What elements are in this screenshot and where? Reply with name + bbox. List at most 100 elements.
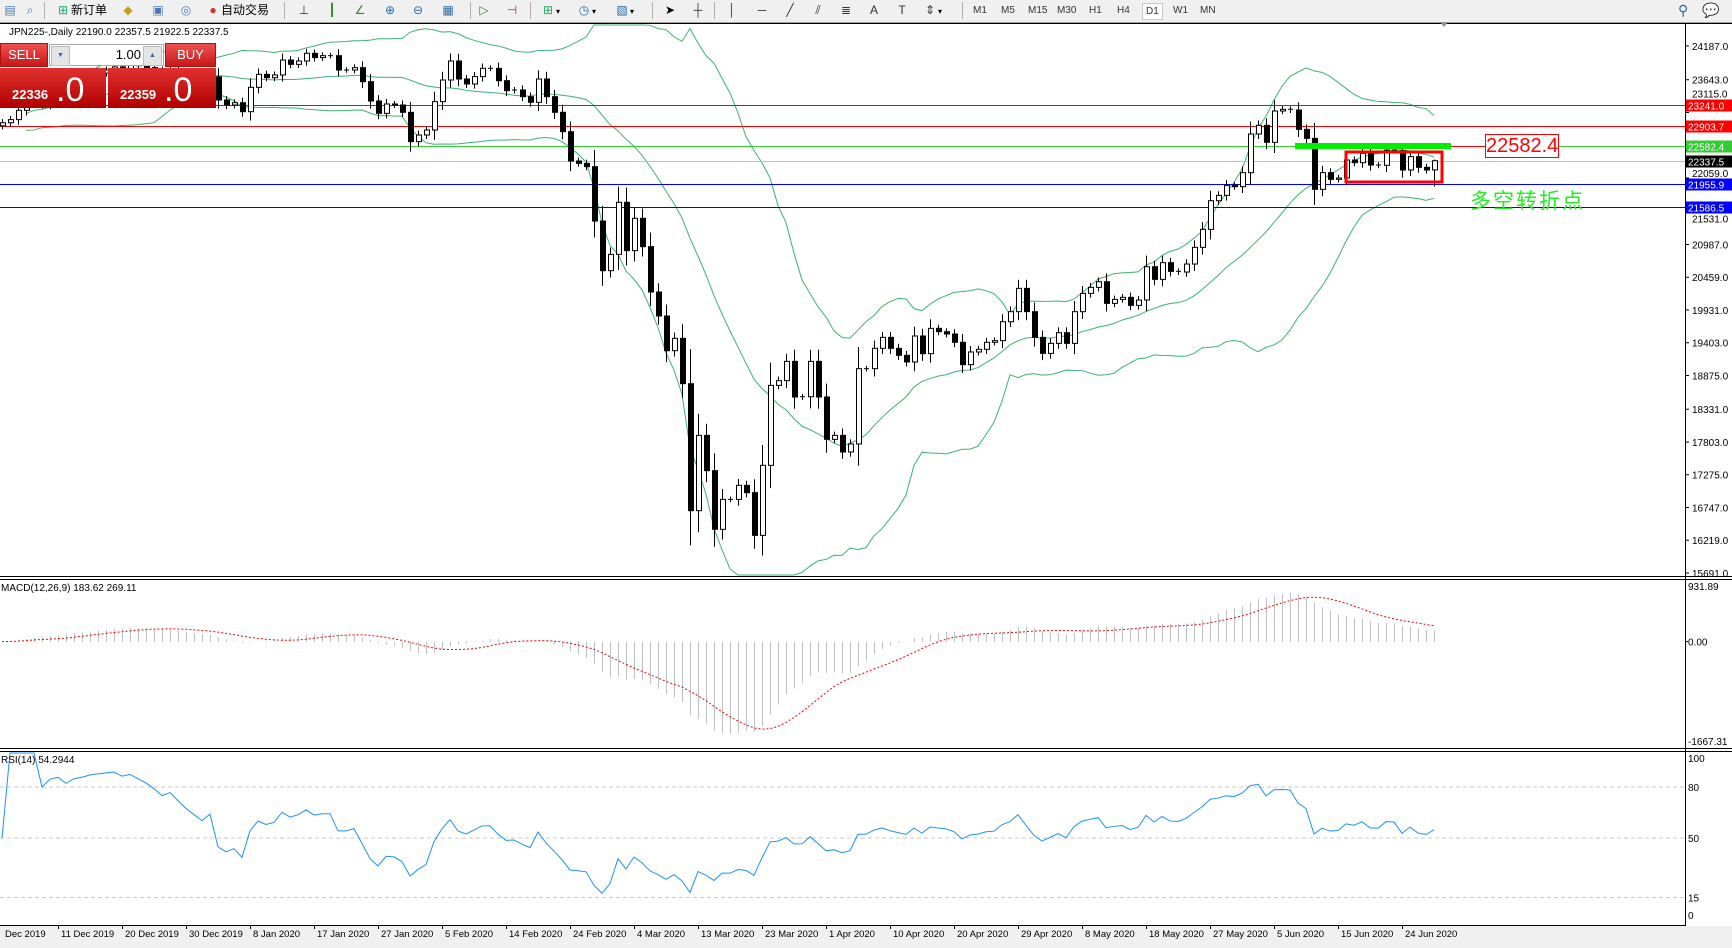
candle [1296, 102, 1302, 137]
timeframe-w1[interactable]: W1 [1173, 5, 1188, 16]
navigator-icon[interactable]: ◎ [180, 3, 192, 17]
price-tick-label: 15691.0 [1692, 569, 1729, 580]
candle [448, 53, 454, 88]
zoom-out-icon[interactable]: ⊖ [412, 3, 424, 17]
equidistant-channel-icon[interactable]: ⫽ [815, 3, 821, 17]
zoom-in-icon[interactable]: ⊕ [384, 3, 396, 17]
candle-body-bull [776, 380, 782, 386]
candle-body-bull [880, 336, 886, 349]
text-icon[interactable]: A [869, 3, 878, 17]
candle [936, 324, 942, 336]
buy-price-fraction: .0 [164, 71, 193, 109]
candle [1032, 302, 1038, 347]
data-window-icon[interactable]: ▣ [152, 3, 164, 17]
timeframe-mn[interactable]: MN [1200, 5, 1216, 16]
toolbar: ▤ ⌕ ⊞ 新订单 ◆ ▣ ◎ ● 自动交易 ⊥ ┃ ∠ ⊕ ⊖ ▦ ▷ ⊣ ⊞ ▾ … [0, 0, 1732, 23]
auto-trading-icon: ● [209, 3, 217, 17]
sell-price-button[interactable]: 22336 .0 [0, 68, 106, 109]
candle [1336, 174, 1342, 183]
candle-body-bear [1312, 137, 1318, 190]
candle [464, 74, 470, 89]
cursor-icon[interactable]: ➤ [664, 3, 676, 17]
new-chart-icon[interactable]: ▤ [4, 3, 16, 17]
candle-body-bear [936, 327, 942, 333]
candle-body-bear [1368, 152, 1374, 166]
date-label: 27 Jan 2020 [381, 929, 433, 940]
candle [1288, 106, 1293, 113]
buy-button[interactable]: BUY [165, 43, 216, 67]
chart-shift-icon[interactable]: ⊣ [506, 3, 518, 17]
candle [832, 431, 838, 444]
vertical-line-icon[interactable]: │ [728, 3, 736, 17]
timeframe-h1[interactable]: H1 [1089, 5, 1102, 16]
indicators-icon[interactable]: ⊞ ▾ [542, 3, 561, 17]
candle [296, 57, 302, 68]
lot-decrease-button[interactable]: ▼ [51, 46, 70, 66]
price-tick-label: 18875.0 [1692, 371, 1729, 382]
candle-body-bear [752, 492, 758, 536]
candle [872, 340, 878, 377]
candle-body-bull [1192, 246, 1198, 265]
timeframe-m15[interactable]: M15 [1028, 5, 1048, 16]
timeframe-m30[interactable]: M30 [1057, 5, 1077, 16]
fibonacci-icon[interactable]: ≣ [840, 3, 852, 17]
crosshair-icon[interactable]: ┼ [693, 3, 703, 17]
periods-icon[interactable]: ◷ ▾ [578, 3, 597, 17]
arrows-icon[interactable]: ⇕ ▾ [924, 3, 943, 17]
toolbar-separator [714, 2, 715, 19]
line-chart-icon[interactable]: ∠ [354, 3, 366, 17]
buy-price-button[interactable]: 22359 .0 [108, 68, 216, 109]
timeframe-d1[interactable]: D1 [1142, 3, 1163, 20]
candle-body-bear [664, 315, 670, 352]
candle [256, 68, 262, 94]
rsi-axis-label: 15 [1688, 894, 1700, 905]
lot-increase-button[interactable]: ▲ [143, 46, 162, 66]
trendline-icon[interactable]: ╱ [786, 3, 794, 17]
candle [592, 150, 598, 238]
timeframe-h4[interactable]: H4 [1117, 5, 1130, 16]
auto-scroll-icon[interactable]: ▷ [479, 3, 489, 17]
candle [1216, 191, 1222, 205]
text-label-icon[interactable]: T [898, 3, 906, 17]
sell-button[interactable]: SELL [0, 43, 48, 67]
candle [1168, 257, 1174, 277]
timeframe-m5[interactable]: M5 [1001, 5, 1015, 16]
candle-body-bear [952, 333, 958, 343]
sell-price-main: 22336 [12, 87, 49, 102]
candle-body-bear [712, 470, 718, 530]
chart-shift-marker [1440, 22, 1448, 27]
lot-size-input[interactable]: ▼ 1.00 ▲ [49, 44, 164, 66]
horizontal-line-icon[interactable]: ─ [757, 3, 767, 17]
bar-chart-icon[interactable]: ⊥ [298, 3, 310, 17]
level-badge-text: 23241.0 [1688, 102, 1725, 113]
candlestick-chart-icon[interactable]: ┃ [328, 3, 336, 17]
price-tick-label: 16219.0 [1692, 536, 1729, 547]
candle-body-bear [896, 347, 902, 356]
toolbar-separator [530, 2, 531, 19]
candle-body-bear [840, 434, 846, 453]
profiles-icon[interactable]: ⌕ [26, 3, 34, 17]
new-order-button[interactable]: ⊞ 新订单 [55, 2, 107, 19]
search-icon[interactable]: ⚲ [1678, 2, 1689, 18]
templates-icon[interactable]: ▧ ▾ [616, 3, 635, 17]
candle [520, 85, 526, 102]
timeframe-m1[interactable]: M1 [973, 5, 987, 16]
market-watch-icon[interactable]: ◆ [123, 3, 133, 17]
candle [816, 349, 822, 409]
candle [1328, 168, 1334, 184]
candle [696, 413, 702, 533]
candle-body-bull [1200, 228, 1206, 248]
candle [1416, 151, 1422, 173]
chat-icon[interactable]: 💬 [1702, 2, 1720, 18]
level-badge [1686, 120, 1732, 133]
auto-trading-button[interactable]: ● 自动交易 [205, 2, 269, 19]
candle [1264, 118, 1270, 150]
candle-body-bull [536, 78, 542, 103]
candle-body-bull [1096, 281, 1102, 288]
candle-body-bull [416, 134, 422, 143]
rsi-line [1, 752, 1435, 895]
level-badge [1686, 99, 1732, 112]
rsi-axis-label: 50 [1688, 834, 1700, 845]
tile-windows-icon[interactable]: ▦ [442, 3, 454, 17]
